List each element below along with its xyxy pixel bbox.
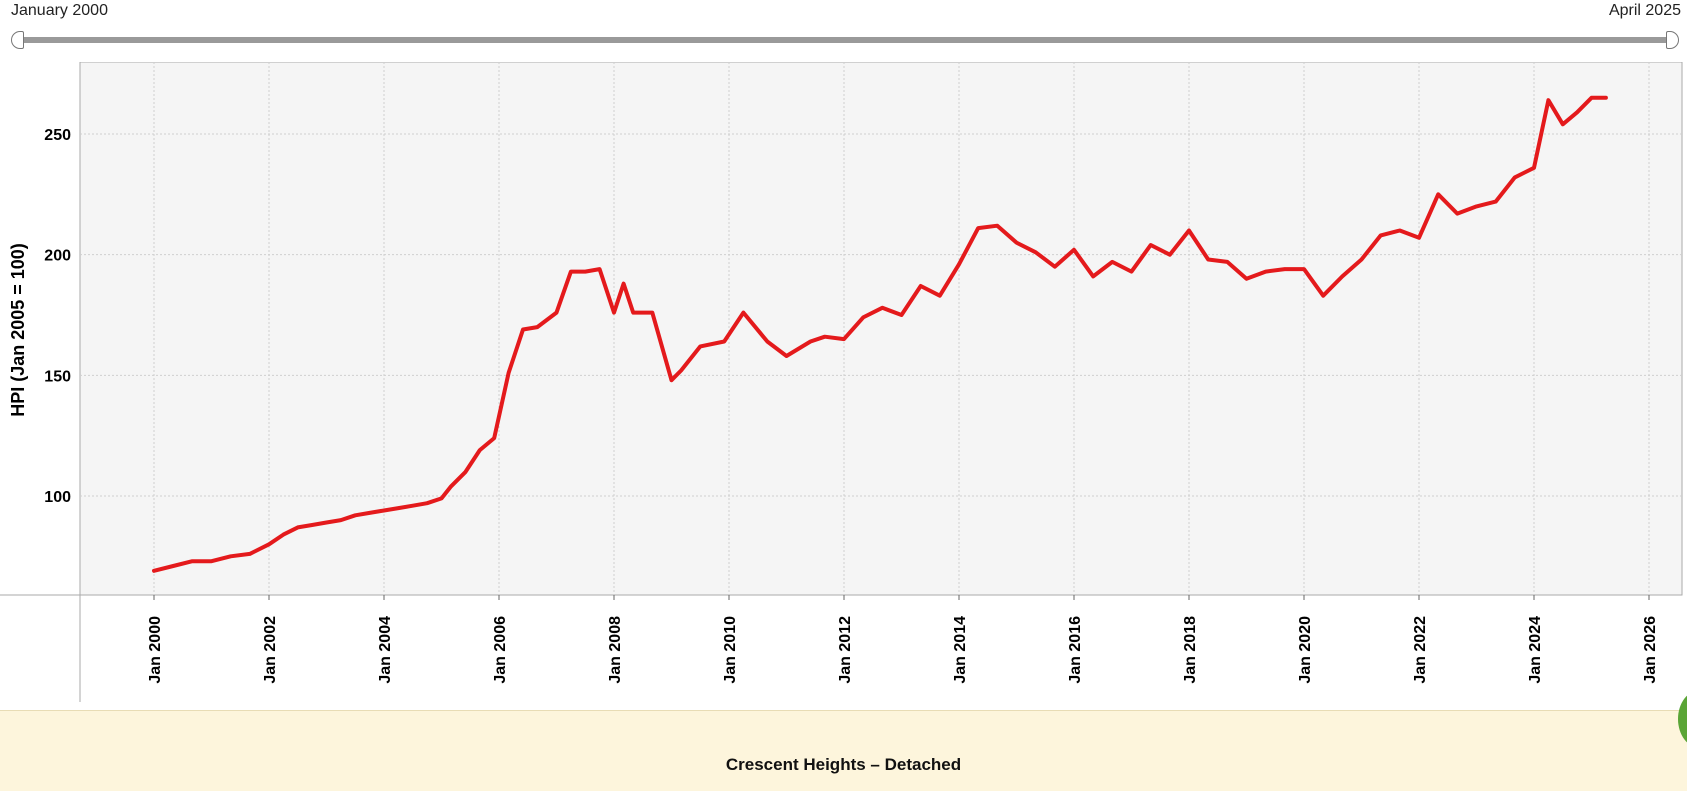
floating-action-button[interactable]	[1678, 690, 1687, 748]
y-tick-label: 100	[44, 489, 71, 506]
x-tick-label: Jan 2022	[1412, 616, 1429, 684]
x-tick-label: Jan 2024	[1527, 616, 1544, 684]
y-tick-label: 250	[44, 127, 71, 144]
x-tick-label: Jan 2014	[952, 616, 969, 684]
plot-area	[79, 61, 1683, 596]
grid-lines	[80, 62, 1682, 595]
hpi-line-chart: 100 150 200 250 Jan 2000 Jan 2002 Jan 2004 Jan …	[0, 61, 1683, 702]
range-start-label: January 2000	[11, 2, 108, 19]
x-tick-label: Jan 2004	[377, 616, 394, 684]
series-layer	[152, 95, 1608, 573]
slider-track[interactable]	[18, 37, 1670, 43]
footer-panel: Crescent Heights – Detached	[0, 710, 1687, 791]
x-tick-label: Jan 2016	[1067, 616, 1084, 684]
x-tick-label: Jan 2012	[837, 616, 854, 684]
y-axis-label: HPI (Jan 2005 = 100)	[8, 243, 28, 417]
x-tick-label: Jan 2006	[492, 616, 509, 684]
x-tick-label: Jan 2010	[722, 616, 739, 684]
x-tick-label: Jan 2002	[262, 616, 279, 684]
hpi-series-line	[152, 95, 1608, 573]
x-tick-label: Jan 2008	[607, 616, 624, 684]
footer-title: Crescent Heights – Detached	[725, 755, 962, 774]
slider-start-handle[interactable]	[11, 31, 24, 49]
x-tick-label: Jan 2000	[147, 616, 164, 684]
x-tick-label: Jan 2018	[1182, 616, 1199, 684]
x-tick-label: Jan 2020	[1297, 616, 1314, 684]
y-tick-label: 150	[44, 368, 71, 385]
range-end-label: April 2025	[1608, 2, 1681, 19]
x-tick-label: Jan 2026	[1642, 616, 1659, 684]
slider-end-handle[interactable]	[1666, 31, 1679, 49]
date-range-slider: January 2000 April 2025	[0, 0, 1687, 62]
y-tick-label: 200	[44, 248, 71, 265]
chart-container: 100 150 200 250 Jan 2000 Jan 2002 Jan 2004 Jan …	[0, 61, 1687, 704]
axis-ticks: 100 150 200 250 Jan 2000 Jan 2002 Jan 2004 Jan …	[44, 127, 1659, 684]
